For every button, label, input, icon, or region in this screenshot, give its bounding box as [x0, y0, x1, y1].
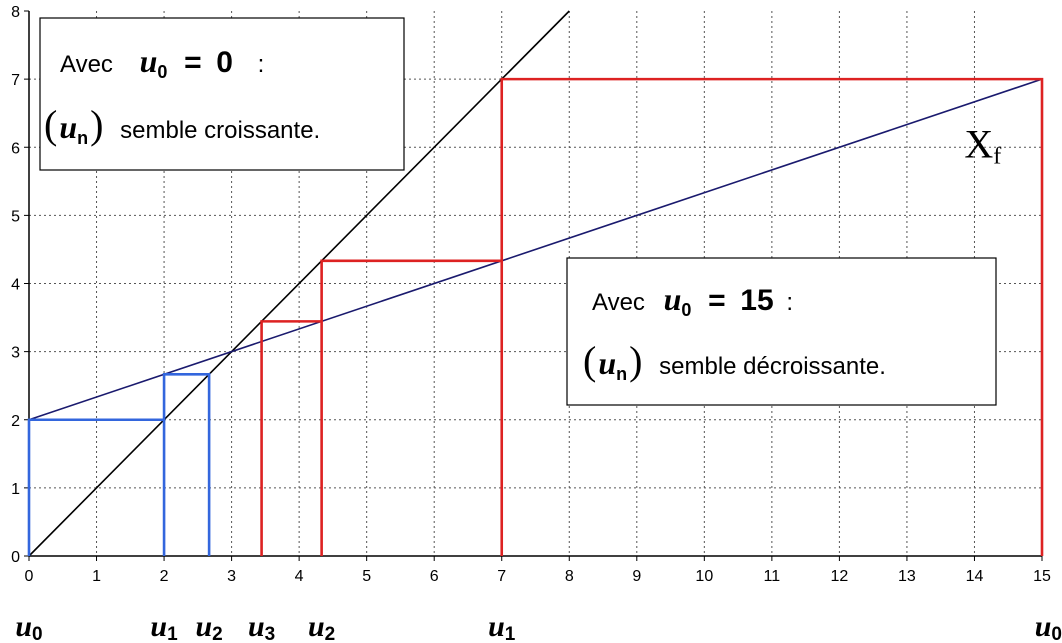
y-tick-label: 8: [11, 4, 20, 21]
annotation-var: u: [140, 43, 158, 79]
axis-marker-base: u: [15, 610, 32, 643]
paren-open: (: [583, 338, 596, 383]
axis-marker-sub: 0: [1051, 624, 1062, 643]
axis-marker-base: u: [308, 610, 325, 643]
x-tick-label: 0: [25, 568, 34, 585]
annotation-box: [39, 17, 405, 171]
axis-marker-sub: 1: [167, 624, 178, 643]
y-tick-label: 6: [11, 140, 20, 157]
annotation-text: semble décroissante.: [659, 353, 886, 380]
y-tick-label: 4: [11, 277, 20, 294]
series-cobweb-u0-0: [27, 373, 211, 556]
x-tick-label: 7: [497, 568, 506, 585]
series-cobweb-u0-15: [260, 77, 1044, 556]
y-tick-label: 3: [11, 345, 20, 362]
annotation-u0-0: Avec u0 = 0 : (un) semble croissante.: [39, 17, 405, 171]
paren-close: ): [90, 102, 103, 147]
annotation-line2: (un) semble décroissante.: [583, 338, 886, 384]
series-f: [28, 78, 1043, 421]
series-identity: [28, 10, 570, 557]
axis-marker-base: u: [150, 610, 167, 643]
annotation-suffix: :: [786, 289, 793, 316]
x-tick-label: 15: [1033, 568, 1051, 585]
axis-marker-base: u: [195, 610, 212, 643]
annotation-line1: Avec u0 = 0 :: [60, 43, 264, 84]
y-tick-label: 0: [11, 549, 20, 566]
annotation-sub: n: [77, 128, 88, 148]
annotation-sub: n: [616, 364, 627, 384]
annotation-value: 0: [216, 46, 233, 79]
x-tick-label: 3: [227, 568, 236, 585]
annotation-u0-15: Avec u0 = 15 : (un) semble décroissante.: [566, 257, 997, 406]
x-tick-label: 1: [92, 568, 101, 585]
axis-marker-sub: 2: [212, 624, 223, 643]
x-tick-label: 6: [430, 568, 439, 585]
y-tick-label: 1: [11, 481, 20, 498]
annotation-var: u: [598, 345, 616, 381]
x-tick-label: 10: [695, 568, 713, 585]
axis-marker-sub: 0: [32, 624, 43, 643]
axis-marker-base: u: [488, 610, 505, 643]
axis-markers: u0 u1 u2 u3 u2 u1 u0: [15, 610, 1062, 643]
annotation-text: semble croissante.: [120, 117, 320, 144]
annotation-line1: Avec u0 = 15 :: [592, 281, 793, 322]
annotation-sub: 0: [157, 62, 167, 82]
axis-marker-base: u: [248, 610, 265, 643]
annotation-value: 15: [740, 284, 773, 317]
axis-marker-label: u3: [248, 610, 275, 643]
x-tick-label: 12: [831, 568, 849, 585]
annotation-suffix: :: [258, 51, 265, 78]
paren-open: (: [44, 102, 57, 147]
y-tick-label: 7: [11, 72, 20, 89]
curve-label-group: Xf: [964, 121, 1001, 169]
axis-marker-sub: 3: [265, 624, 276, 643]
x-tick-label: 8: [565, 568, 574, 585]
x-tick-label: 5: [362, 568, 371, 585]
curve-label-sub: f: [993, 143, 1001, 169]
annotation-sub: 0: [681, 300, 691, 320]
axis-marker-label: u1: [150, 610, 178, 643]
axis-marker-label: u1: [488, 610, 516, 643]
axis-marker-label: u2: [308, 610, 335, 643]
annotation-op: =: [184, 46, 202, 79]
x-tick-label: 13: [898, 568, 916, 585]
annotation-line2: (un) semble croissante.: [44, 102, 320, 148]
axis-marker-label: u0: [15, 610, 42, 643]
paren-close: ): [629, 338, 642, 383]
x-tick-label: 11: [764, 568, 781, 585]
x-tick-label: 14: [966, 568, 984, 585]
y-tick-label: 2: [11, 413, 20, 430]
axis-marker-base: u: [1035, 610, 1052, 643]
y-tick-label: 5: [11, 208, 20, 225]
curve-label: Xf: [964, 121, 1001, 169]
annotation-op: =: [708, 284, 726, 317]
series-layer: [27, 10, 1044, 557]
x-tick-label: 2: [160, 568, 169, 585]
annotation-prefix: Avec: [592, 289, 645, 316]
x-tick-label: 9: [632, 568, 641, 585]
annotation-box: [566, 257, 997, 406]
annotation-var: u: [59, 109, 77, 145]
axis-marker-sub: 1: [505, 624, 516, 643]
x-tick-label: 4: [295, 568, 304, 585]
axis-marker-label: u2: [195, 610, 222, 643]
annotation-prefix: Avec: [60, 51, 113, 78]
curve-label-base: X: [964, 121, 993, 166]
axis-marker-sub: 2: [325, 624, 336, 643]
annotation-var: u: [664, 281, 682, 317]
axis-marker-label: u0: [1035, 610, 1062, 643]
